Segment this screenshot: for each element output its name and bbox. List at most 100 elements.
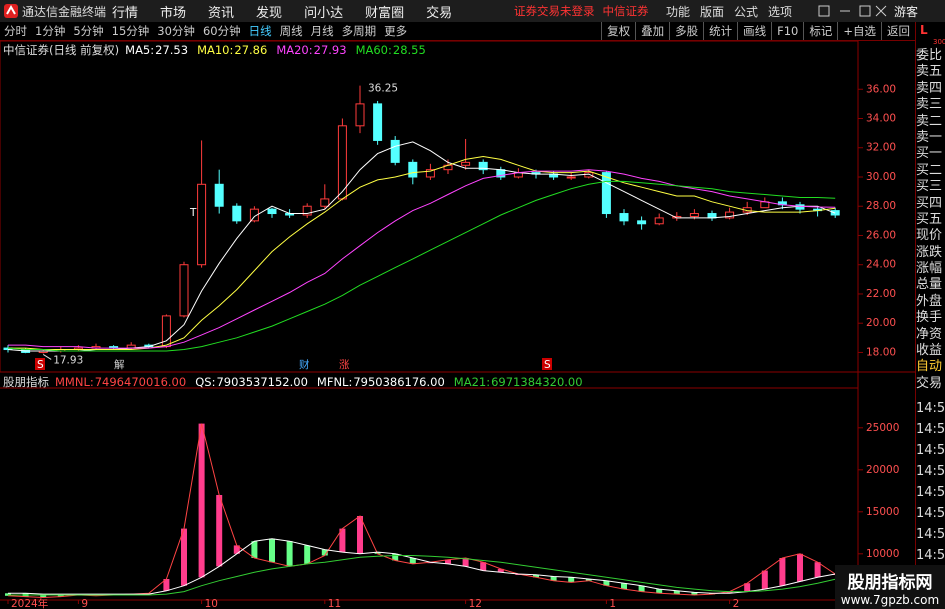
quote-label: 买一 <box>916 146 943 162</box>
menu-item[interactable]: 财富圈 <box>365 5 405 21</box>
trade-time: 14:56 <box>916 506 945 522</box>
legend-name: QS <box>195 375 215 389</box>
period-tab[interactable]: 分时 <box>4 24 27 38</box>
high-label: 36.25 <box>368 83 398 95</box>
candle-body <box>197 183 207 266</box>
indicator-bar <box>621 583 627 590</box>
badge: L 300 <box>916 22 945 48</box>
event-label: S <box>544 359 551 371</box>
toolbar-button[interactable]: 统计 <box>703 22 737 40</box>
period-tab[interactable]: 月线 <box>310 24 334 38</box>
side-panel: L 300 委比卖五卖四卖三卖二卖一买一买二买三买四买五现价涨跌涨幅总量外盘换手净… <box>915 22 945 609</box>
period-tab[interactable]: 周线 <box>279 24 303 38</box>
chart-area: T S 解 财 涨 S 18.00 20.00 22.00 24.00 26.00 28.… <box>0 40 915 609</box>
period-tab[interactable]: 5分钟 <box>73 24 104 38</box>
toolbar-button[interactable]: 多股 <box>669 22 703 40</box>
event-label: S <box>37 359 44 371</box>
toolbar-button[interactable]: F10 <box>771 22 803 40</box>
y-tick-label: 18.00 <box>866 346 896 358</box>
toolbar-button[interactable]: 叠加 <box>635 22 669 40</box>
period-tab[interactable]: 60分钟 <box>202 24 241 38</box>
y-tick-label: 32.00 <box>866 142 896 154</box>
quote-label: 买二 <box>916 162 943 178</box>
y-tick-label: 22.00 <box>866 288 896 300</box>
login-status: 证券交易未登录 中信证券 <box>514 3 657 19</box>
quote-label: 现价 <box>916 228 943 244</box>
price-legend: 中信证券(日线 前复权)MA527.53MA1027.86MA2027.93MA… <box>3 42 436 58</box>
badge-letter: L <box>920 23 928 37</box>
quote-label: 买五 <box>916 211 943 227</box>
legend-item: MA2027.93 <box>276 43 347 57</box>
indicator-bar <box>656 589 663 594</box>
indicator-bar <box>163 579 170 591</box>
window-buttons[interactable] <box>818 3 888 19</box>
badge-number: 300 <box>933 38 945 46</box>
legend-name: MA10 <box>197 43 233 57</box>
indicator-bar <box>497 568 504 573</box>
period-tab[interactable]: 15分钟 <box>111 24 150 38</box>
candle-body <box>689 213 699 217</box>
indicator-bar <box>198 423 205 578</box>
menu-item[interactable]: 市场 <box>160 5 187 21</box>
menu-item[interactable]: 资讯 <box>208 5 235 21</box>
indicator-bar <box>585 579 592 581</box>
quote-label: 卖三 <box>916 97 943 113</box>
period-tab[interactable]: 30分钟 <box>157 24 195 38</box>
tool-item[interactable]: 版面 <box>700 4 725 19</box>
indicator-line <box>8 538 836 595</box>
indicator-bar <box>761 570 768 590</box>
legend-value: 7903537152.00 <box>216 375 308 389</box>
tool-item[interactable]: 选项 <box>768 4 793 19</box>
user[interactable]: 游客 <box>894 4 919 19</box>
legend-name: MMNL <box>55 375 94 389</box>
indicator-bar <box>445 559 451 564</box>
trade-time: 14:56 <box>916 422 945 438</box>
candle-body <box>302 205 312 216</box>
quote-label: 总量 <box>916 277 943 293</box>
candle-body <box>232 205 242 222</box>
period-tab[interactable]: 1分钟 <box>35 24 66 38</box>
period-tab[interactable]: 更多 <box>384 24 408 38</box>
indicator-bar <box>269 538 275 563</box>
candle-body <box>637 220 647 225</box>
legend-value: 28.55 <box>392 43 426 57</box>
candle-body <box>478 161 488 171</box>
indicator-bar <box>568 577 575 583</box>
quote-label: 买四 <box>916 195 943 211</box>
trade-time: 14:56 <box>916 464 945 480</box>
toolbar-button[interactable]: 返回 <box>881 22 915 40</box>
tool-item[interactable]: 公式 <box>734 4 759 19</box>
indicator-bar <box>233 545 240 554</box>
period-tab[interactable]: 多周期 <box>341 24 377 38</box>
menu-item[interactable]: 交易 <box>426 5 453 21</box>
toolbar-actions: 复权 叠加 多股 统计 画线 F10 标记 +自选 返回 <box>601 22 915 40</box>
legend-value: 27.86 <box>234 43 268 57</box>
menu-item[interactable]: 问小达 <box>304 5 344 21</box>
toolbar-button[interactable]: 复权 <box>601 22 635 40</box>
menu-item[interactable]: 行情 <box>112 5 139 21</box>
menu: 行情 市场 资讯 发现 问小达 财富圈 交易 <box>112 2 474 21</box>
y-tick-label: 30.00 <box>866 171 896 183</box>
y-tick-label: 15000 <box>866 506 899 518</box>
legend-item: MA6028.55 <box>356 43 427 57</box>
quote-label: 买三 <box>916 179 943 195</box>
legend-value: 6971384320.00 <box>491 375 583 389</box>
indicator-legend: 股朋指标 MMNL7496470016.00 QS7903537152.00 MFNL… <box>3 374 593 390</box>
toolbar-button[interactable]: 画线 <box>737 22 771 40</box>
toolbar-button[interactable]: 标记 <box>803 22 837 40</box>
candle-body <box>601 172 611 215</box>
trade-times: 14:56 14:56 14:56 14:56 14:56 14:56 14:56 14:56 <box>916 398 945 566</box>
indicator-bar <box>409 558 416 564</box>
y-tick-label: 26.00 <box>866 229 896 241</box>
app-title: 通达信金融终端 <box>22 4 107 19</box>
legend-name: MA21 <box>454 375 490 389</box>
y-tick-label: 20.00 <box>866 317 896 329</box>
toolbar-button[interactable]: +自选 <box>837 22 881 40</box>
indicator-bar <box>673 590 680 595</box>
candle-body <box>566 176 576 179</box>
menu-item[interactable]: 发现 <box>256 5 283 21</box>
quote-labels: 委比 卖五 卖四 卖三 卖二 卖一 买一 买二 买三 买四 买五 现价 涨跌 涨幅 总量 外盘 换手 净资 收益 自动… <box>916 48 945 392</box>
period-tab[interactable]: 日线 <box>248 24 272 38</box>
tool-item[interactable]: 功能 <box>666 4 691 19</box>
